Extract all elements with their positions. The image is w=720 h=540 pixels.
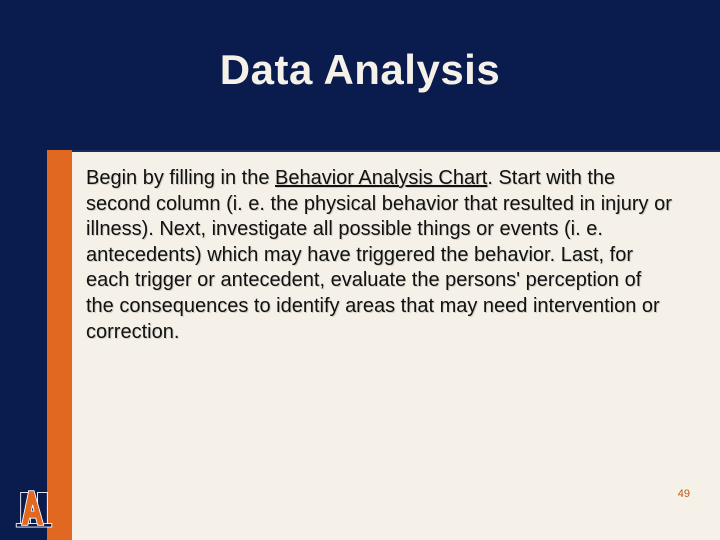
auburn-logo-icon (10, 488, 58, 528)
slide-title: Data Analysis (0, 46, 720, 94)
page-number: 49 (678, 488, 690, 500)
body-text-post: . Start with the second column (i. e. th… (86, 167, 672, 343)
body-text-pre: Begin by filling in the (86, 167, 275, 189)
slide: Data Analysis Begin by filling in the Be… (0, 0, 720, 540)
slide-body: Begin by filling in the Behavior Analysi… (86, 166, 674, 345)
behavior-analysis-chart-link[interactable]: Behavior Analysis Chart (275, 167, 487, 189)
divider-line (72, 150, 720, 152)
